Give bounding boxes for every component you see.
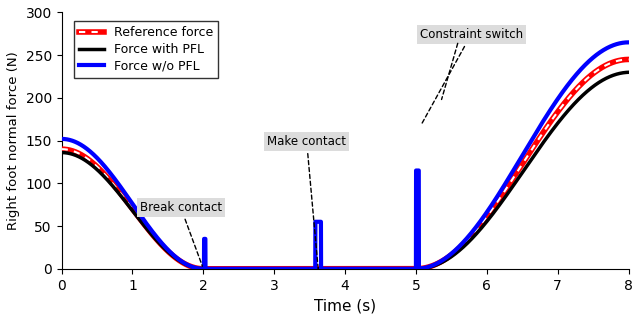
Text: Make contact: Make contact: [267, 135, 346, 266]
X-axis label: Time (s): Time (s): [314, 298, 376, 313]
Y-axis label: Right foot normal force (N): Right foot normal force (N): [7, 51, 20, 230]
Text: Constraint switch: Constraint switch: [420, 28, 523, 125]
Text: Break contact: Break contact: [140, 201, 221, 266]
Legend: Reference force, Force with PFL, Force w/o PFL: Reference force, Force with PFL, Force w…: [74, 21, 218, 78]
